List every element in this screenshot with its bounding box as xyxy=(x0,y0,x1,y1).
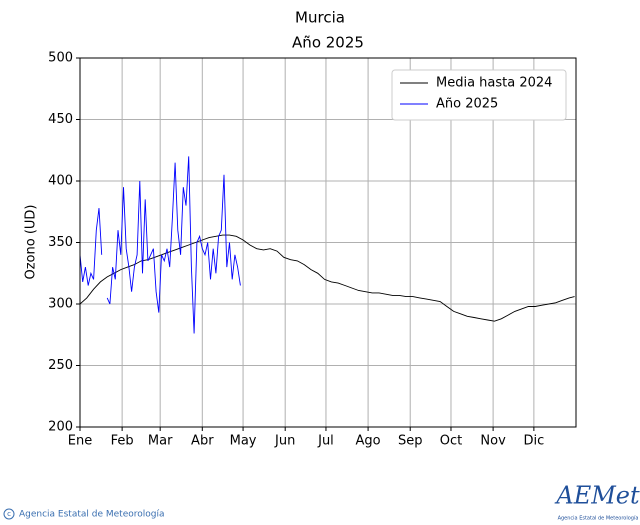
y-tick-label: 500 xyxy=(48,51,73,66)
x-tick-label: Nov xyxy=(480,434,506,449)
svg-text:c: c xyxy=(7,510,11,518)
x-tick-label: Dic xyxy=(523,434,544,449)
logo: AEMet xyxy=(554,482,640,510)
chart-title: Murcia xyxy=(295,9,345,27)
x-tick-label: Feb xyxy=(111,434,134,449)
chart-subtitle: Año 2025 xyxy=(292,34,364,52)
legend-box xyxy=(391,69,567,121)
x-tick-label: Ene xyxy=(68,434,92,449)
y-tick-label: 200 xyxy=(48,420,73,435)
y-tick-label: 250 xyxy=(48,358,73,373)
series-line xyxy=(79,156,241,334)
x-tick-label: May xyxy=(230,434,257,449)
y-tick-label: 350 xyxy=(48,235,73,250)
footer-agency: Agencia Estatal de Meteorología xyxy=(19,510,165,520)
legend-label: Año 2025 xyxy=(436,97,498,112)
y-axis-label: Ozono (UD) xyxy=(24,204,39,279)
x-tick-label: Ago xyxy=(356,434,381,449)
x-tick-label: Mar xyxy=(148,434,173,449)
x-tick-label: Abr xyxy=(191,434,214,449)
x-tick-label: Jun xyxy=(274,434,295,449)
y-tick-label: 300 xyxy=(48,297,73,312)
plot-frame xyxy=(79,57,577,428)
logo-caption: Agencia Estatal de Meteorología xyxy=(558,515,639,522)
x-tick-label: Jul xyxy=(317,434,334,449)
y-tick-label: 400 xyxy=(48,174,73,189)
x-tick-label: Sep xyxy=(398,434,423,449)
y-tick-label: 450 xyxy=(48,112,73,127)
footer-icon: c xyxy=(3,508,15,520)
legend-label: Media hasta 2024 xyxy=(436,76,552,91)
x-tick-label: Oct xyxy=(440,434,462,449)
series-line xyxy=(79,234,575,322)
